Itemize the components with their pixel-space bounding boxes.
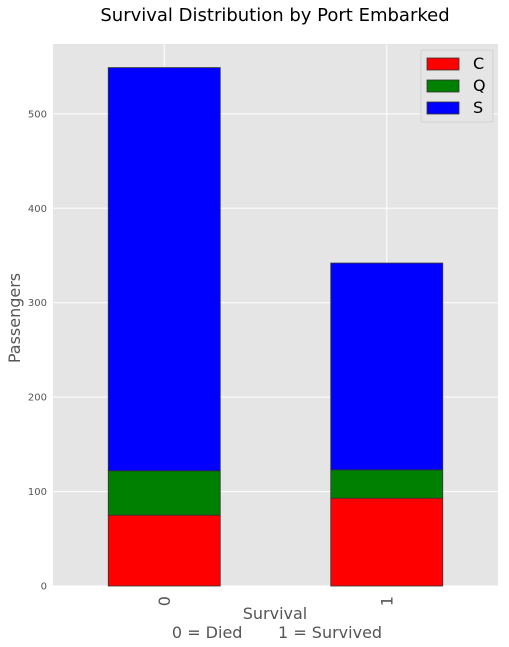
bars: [107, 67, 444, 587]
bar-Q-1: [330, 469, 444, 499]
x-tick-label-1: 1: [377, 596, 396, 606]
y-tick-label-200: 200: [28, 393, 47, 404]
y-axis-label: Passengers: [5, 273, 24, 363]
bar-C-0: [107, 514, 221, 587]
y-tick-label-400: 400: [28, 204, 47, 215]
bar-S-1: [330, 262, 444, 471]
chart-title: Survival Distribution by Port Embarked: [100, 5, 449, 26]
legend-swatch-C: [426, 57, 460, 71]
legend-label-S: S: [473, 98, 483, 117]
bar-Q-0: [107, 470, 221, 516]
y-axis-ticks: 0 100 200 300 400 500: [28, 109, 47, 592]
legend-label-Q: Q: [473, 76, 486, 95]
x-tick-label-0: 0: [155, 596, 174, 606]
x-axis-label-line2: 0 = Died 1 = Survived: [172, 623, 382, 642]
y-tick-label-100: 100: [28, 487, 47, 498]
y-tick-label-300: 300: [28, 298, 47, 309]
legend-label-C: C: [473, 54, 484, 73]
legend-swatch-S: [426, 101, 460, 115]
bar-S-0: [107, 67, 221, 472]
y-tick-label-500: 500: [28, 109, 47, 120]
legend-swatch-Q: [426, 79, 460, 93]
bar-C-1: [330, 497, 444, 587]
legend: CQS: [420, 49, 494, 123]
x-axis-label: Survival: [243, 604, 308, 623]
y-tick-label-0: 0: [41, 582, 47, 593]
